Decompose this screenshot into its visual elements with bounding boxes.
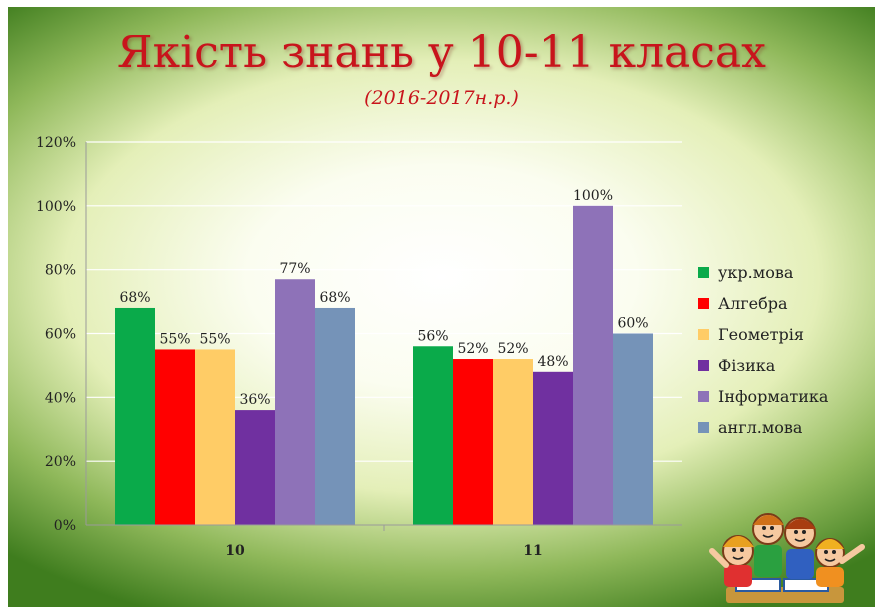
- legend-label: укр.мова: [718, 263, 794, 282]
- bar: [235, 410, 275, 525]
- legend-label: Інформатика: [718, 387, 829, 406]
- data-label: 56%: [417, 328, 448, 344]
- chart-legend: укр.мова Алгебра Геометрія Фізика Інформатик…: [698, 257, 828, 443]
- legend-item: укр.мова: [698, 257, 828, 288]
- data-label: 68%: [319, 290, 350, 306]
- bar: [413, 346, 453, 525]
- data-label: 48%: [537, 354, 568, 370]
- legend-swatch: [698, 360, 709, 371]
- x-category-label: 11: [523, 543, 542, 559]
- y-tick-label: 80%: [45, 263, 76, 279]
- legend-item: Геометрія: [698, 319, 828, 350]
- legend-swatch: [698, 391, 709, 402]
- legend-item: Алгебра: [698, 288, 828, 319]
- legend-swatch: [698, 422, 709, 433]
- data-labels: 68% 55% 55% 36% 77% 68% 56% 52% 52% 48% 100% 60%: [119, 188, 648, 408]
- bar: [493, 359, 533, 525]
- data-label: 55%: [159, 331, 190, 347]
- data-label: 36%: [239, 392, 270, 408]
- legend-label: Геометрія: [718, 325, 804, 344]
- y-tick-label: 0%: [54, 518, 76, 534]
- bar: [155, 349, 195, 525]
- bar: [533, 371, 573, 525]
- y-tick-label: 120%: [36, 135, 76, 151]
- legend-label: англ.мова: [718, 418, 803, 437]
- bar: [613, 333, 653, 525]
- y-tick-label: 20%: [45, 454, 76, 470]
- legend-item: Фізика: [698, 350, 828, 381]
- bar: [275, 279, 315, 525]
- bar: [115, 307, 155, 525]
- data-label: 52%: [457, 341, 488, 357]
- bar: [315, 307, 355, 525]
- x-category-label: 10: [225, 543, 245, 559]
- data-label: 60%: [617, 316, 648, 332]
- data-label: 77%: [279, 261, 310, 277]
- data-label: 55%: [199, 331, 230, 347]
- bar: [573, 205, 613, 526]
- y-tick-label: 60%: [45, 327, 76, 343]
- legend-swatch: [698, 329, 709, 340]
- bars: [115, 205, 653, 526]
- legend-item: Інформатика: [698, 381, 828, 412]
- cartoon-children-icon: [709, 513, 865, 603]
- legend-swatch: [698, 298, 709, 309]
- bar: [195, 349, 235, 525]
- data-label: 52%: [497, 341, 528, 357]
- data-label: 100%: [573, 188, 613, 204]
- bar-chart: 68%55% 55%36%77%68%56%52% 52%48%100%60% 0%…: [36, 135, 682, 559]
- y-tick-label: 100%: [36, 199, 76, 215]
- y-tick-label: 40%: [45, 390, 76, 406]
- data-label: 68%: [119, 290, 150, 306]
- legend-label: Фізика: [718, 356, 776, 375]
- slide: Якість знань у 10-11 класах (2016-2017н.…: [8, 7, 875, 607]
- legend-item: англ.мова: [698, 412, 828, 443]
- legend-swatch: [698, 267, 709, 278]
- chart-subtitle: (2016-2017н.р.): [364, 87, 519, 109]
- legend-label: Алгебра: [718, 294, 788, 313]
- chart-title: Якість знань у 10-11 класах: [117, 27, 766, 78]
- axes: 0% 20% 40% 60% 80% 100% 120% 10 11: [36, 135, 682, 559]
- bar: [453, 359, 493, 525]
